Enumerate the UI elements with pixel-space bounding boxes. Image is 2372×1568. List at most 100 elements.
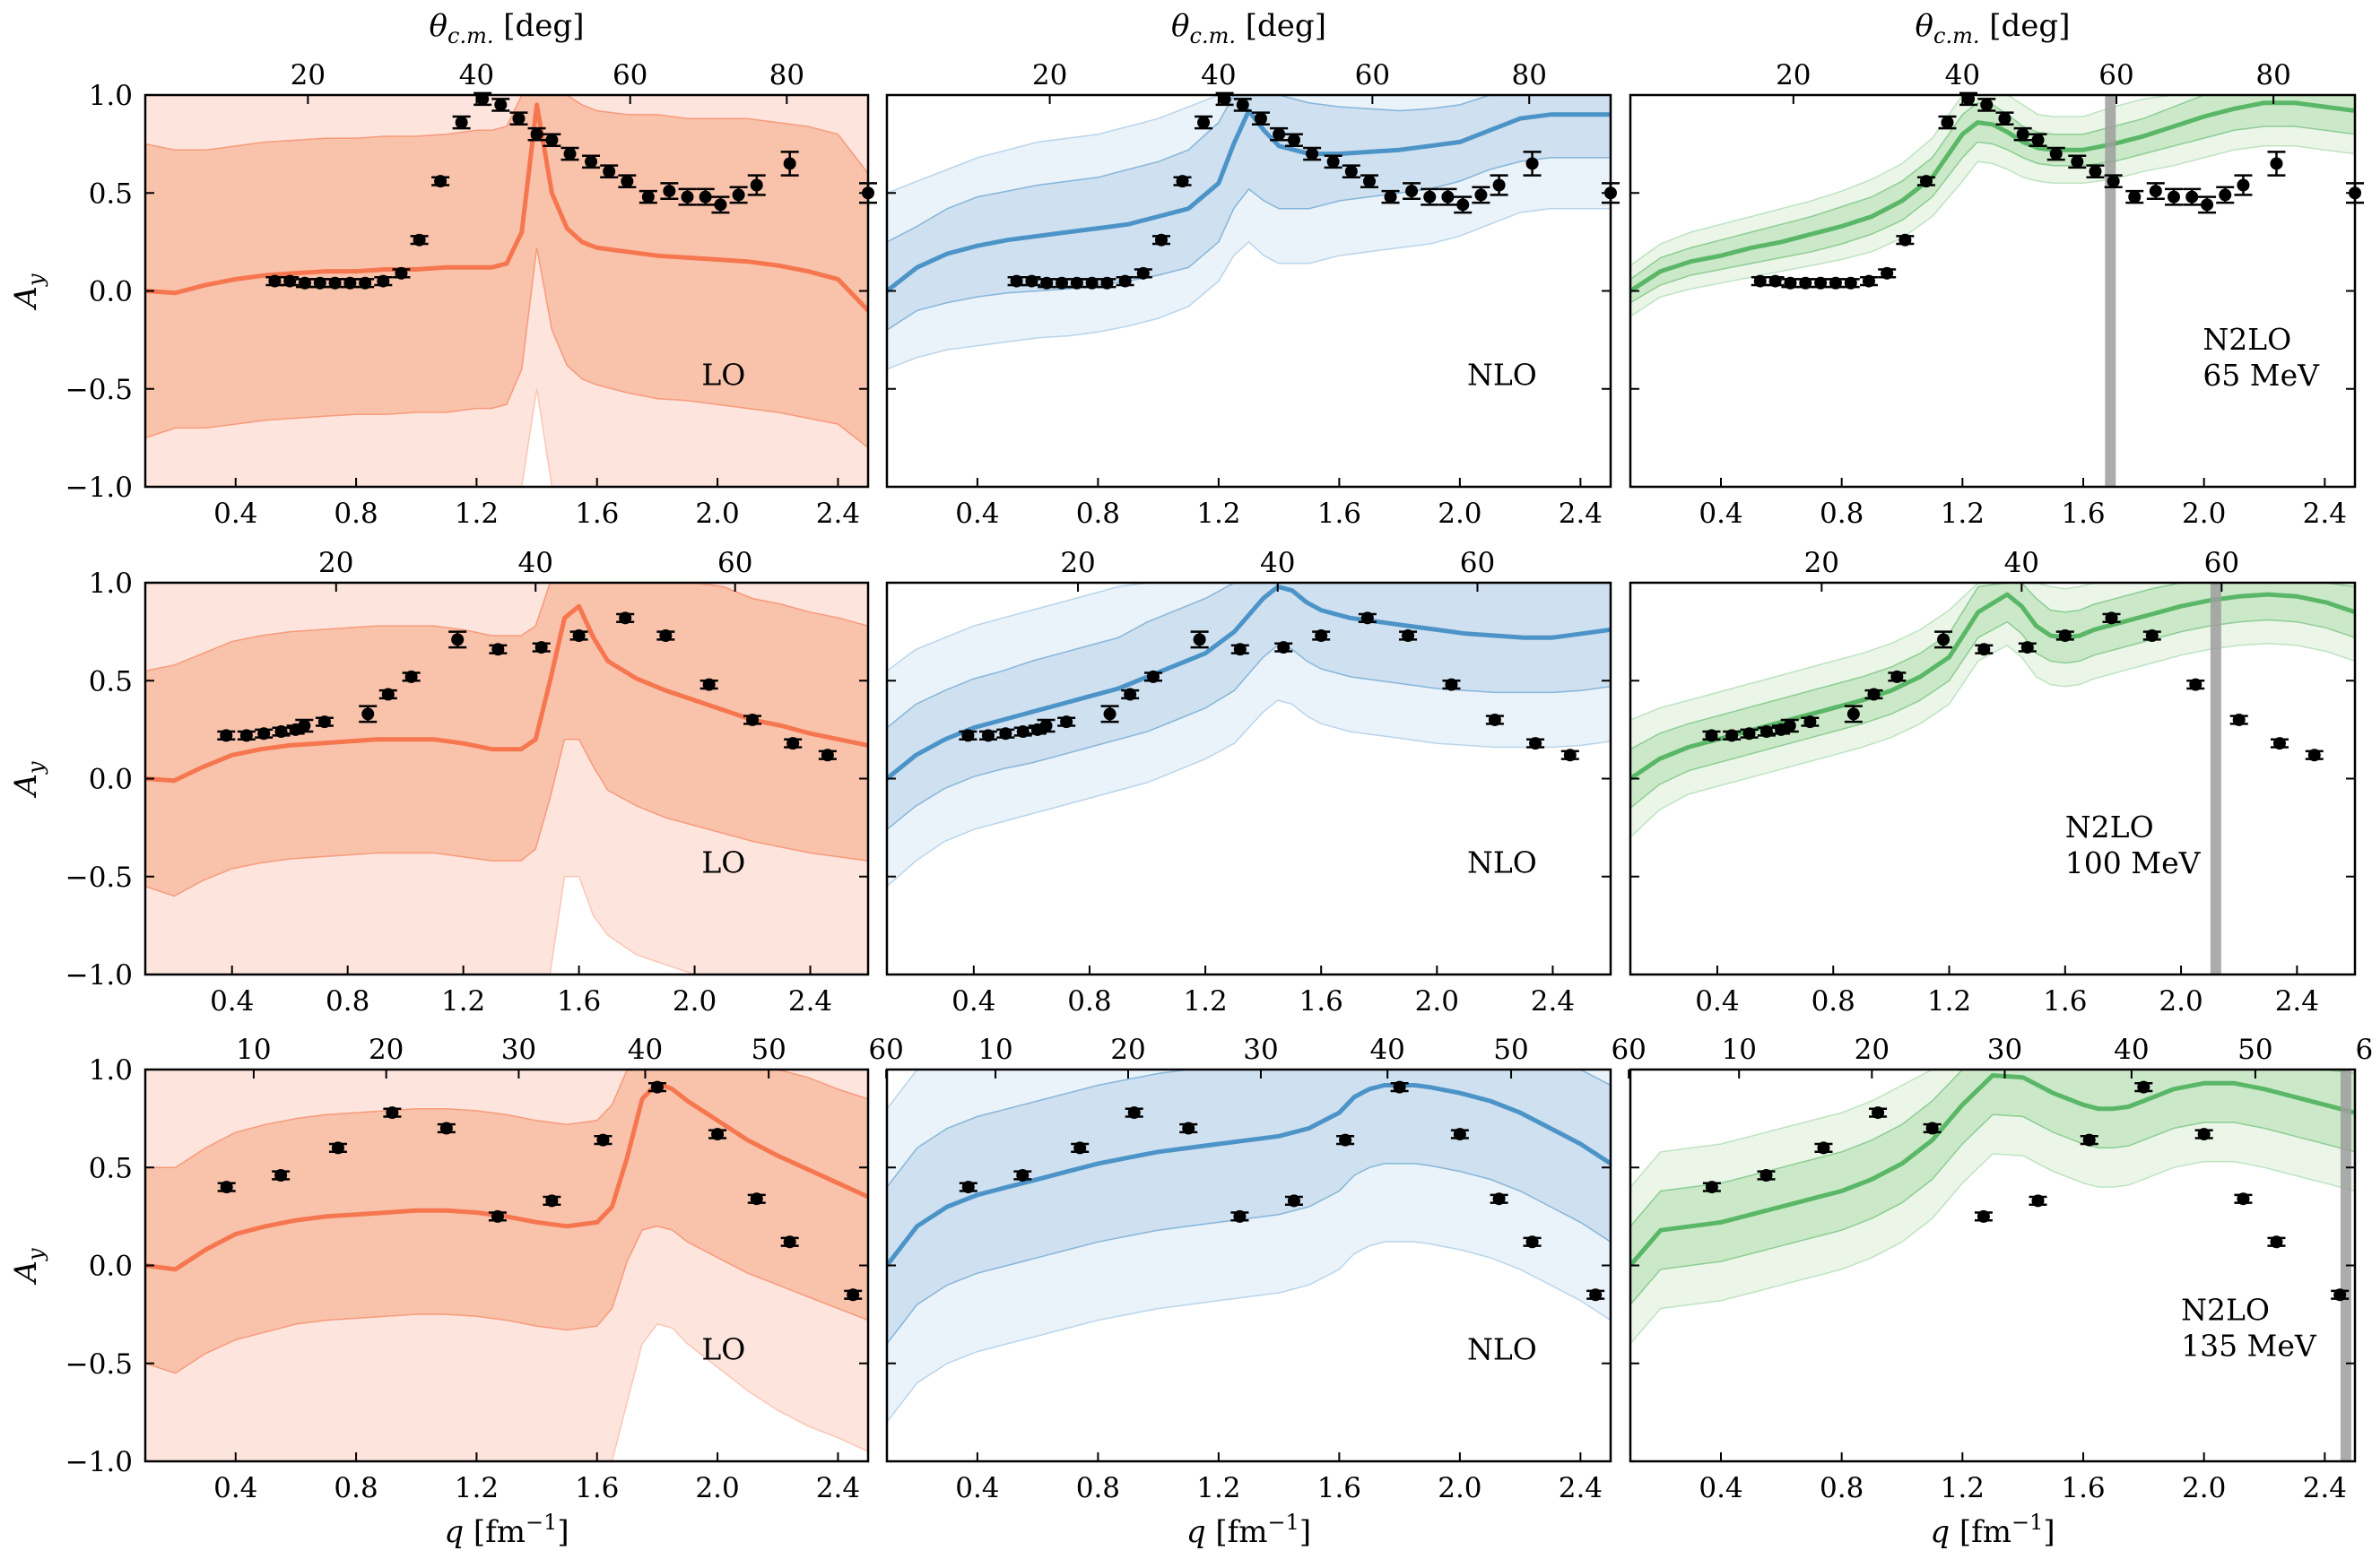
data-point	[295, 276, 314, 290]
data-point	[1869, 1106, 1888, 1120]
x-tick-label: 2.4	[1559, 1472, 1603, 1504]
data-point	[1814, 1141, 1833, 1155]
data-point	[678, 187, 697, 206]
x-tick-label: 2.4	[1531, 985, 1575, 1018]
data-point	[272, 725, 291, 739]
top-tick-label: 80	[1511, 59, 1546, 91]
data-point	[378, 688, 397, 701]
data-point	[1013, 725, 1032, 739]
data-point	[272, 1168, 291, 1182]
x-axis-title: q [fm−1]	[444, 1510, 569, 1550]
data-point	[1485, 713, 1504, 726]
data-point	[1766, 274, 1785, 288]
data-point	[1284, 1194, 1303, 1208]
data-point	[780, 1235, 799, 1249]
top-tick-label: 60	[717, 547, 752, 579]
data-point	[1702, 1181, 1721, 1194]
top-tick-label: 20	[1776, 59, 1811, 91]
data-point	[527, 126, 546, 142]
data-point	[383, 1106, 402, 1120]
y-axis-title: Ay	[8, 1248, 48, 1286]
data-point	[1336, 1133, 1355, 1147]
x-tick-label: 0.4	[1699, 498, 1742, 530]
panel-lo-65-mev: 1.0 0.5 0.0 −0.5 −1.0 0.4 0.8 1.2 1.6 2.0 2.4 20 40 6…	[8, 8, 877, 530]
top-tick-label: 20	[1804, 547, 1839, 579]
x-tick-label: 0.8	[1812, 985, 1855, 1018]
data-point	[1190, 630, 1209, 649]
data-point	[1977, 98, 1996, 112]
top-tick-label: 40	[1260, 547, 1295, 579]
data-point	[1007, 274, 1026, 288]
data-point	[784, 737, 803, 750]
top-tick-label: 50	[1493, 1034, 1528, 1066]
central-curve	[145, 603, 868, 784]
top-tick-label: 40	[1945, 59, 1980, 91]
top-tick-label: 30	[501, 1034, 536, 1066]
data-point	[711, 195, 730, 214]
data-point	[1938, 115, 1957, 130]
data-point	[1780, 718, 1799, 733]
data-point	[1270, 126, 1289, 142]
data-point	[1490, 1192, 1508, 1206]
data-point	[1082, 276, 1101, 290]
y-tick-label: 1.0	[89, 567, 133, 600]
data-point	[1438, 187, 1457, 206]
data-point	[1586, 1288, 1605, 1302]
data-point	[618, 174, 637, 188]
y-tick-label: 1.0	[89, 1054, 133, 1087]
energy-label: 65 MeV	[2203, 358, 2320, 393]
data-point	[1454, 195, 1473, 214]
central-curve	[887, 108, 1611, 293]
data-point	[1995, 111, 2014, 126]
x-tick-label: 1.2	[441, 985, 485, 1018]
data-point	[2080, 1133, 2098, 1147]
plot-area	[887, 583, 1611, 888]
energy-label: 135 MeV	[2181, 1329, 2317, 1364]
x-tick-label: 2.0	[1438, 1472, 1481, 1504]
data-point	[310, 276, 329, 290]
data-point	[780, 151, 799, 177]
data-point	[1757, 725, 1776, 739]
data-point	[431, 175, 450, 188]
data-point	[560, 146, 579, 161]
x-axis-title: q [fm−1]	[1930, 1510, 2055, 1550]
order-label: N2LO	[2203, 322, 2291, 357]
data-point	[1796, 276, 1815, 290]
data-point	[1450, 1128, 1469, 1141]
top-tick-label: 80	[2255, 59, 2290, 91]
data-point	[2104, 174, 2123, 188]
x-tick-label: 0.4	[955, 498, 999, 530]
x-tick-label: 0.4	[1695, 985, 1739, 1018]
data-point	[2216, 186, 2235, 204]
x-tick-label: 1.2	[1196, 498, 1240, 530]
data-point	[326, 276, 344, 290]
data-point	[328, 1141, 347, 1155]
x-tick-label: 1.6	[1317, 1472, 1361, 1504]
x-tick-label: 1.2	[1941, 1472, 1985, 1504]
data-point	[1067, 276, 1086, 290]
data-point	[660, 182, 679, 201]
x-tick-label: 2.4	[1559, 498, 1603, 530]
data-point	[743, 713, 762, 726]
data-point	[1888, 670, 1907, 683]
plot-area	[1630, 95, 2355, 487]
data-point	[1121, 688, 1140, 701]
data-point	[532, 641, 551, 654]
data-point	[2125, 189, 2144, 204]
data-point	[392, 266, 411, 280]
central-curve	[1630, 100, 2355, 293]
data-point	[1230, 1209, 1249, 1223]
data-point	[2055, 628, 2074, 642]
panel-nlo-100-mev: 0.4 0.8 1.2 1.6 2.0 2.4 20 40 60 NLO	[885, 547, 1612, 1018]
data-point	[488, 1209, 507, 1223]
data-point	[600, 164, 619, 179]
data-point	[1864, 688, 1883, 701]
data-point	[978, 729, 997, 742]
breakdown-band	[2105, 95, 2116, 487]
data-point	[1342, 164, 1360, 179]
data-point	[543, 1194, 561, 1208]
order-label: NLO	[1467, 1331, 1537, 1366]
inner-band	[145, 1070, 868, 1374]
data-point	[2165, 187, 2183, 206]
